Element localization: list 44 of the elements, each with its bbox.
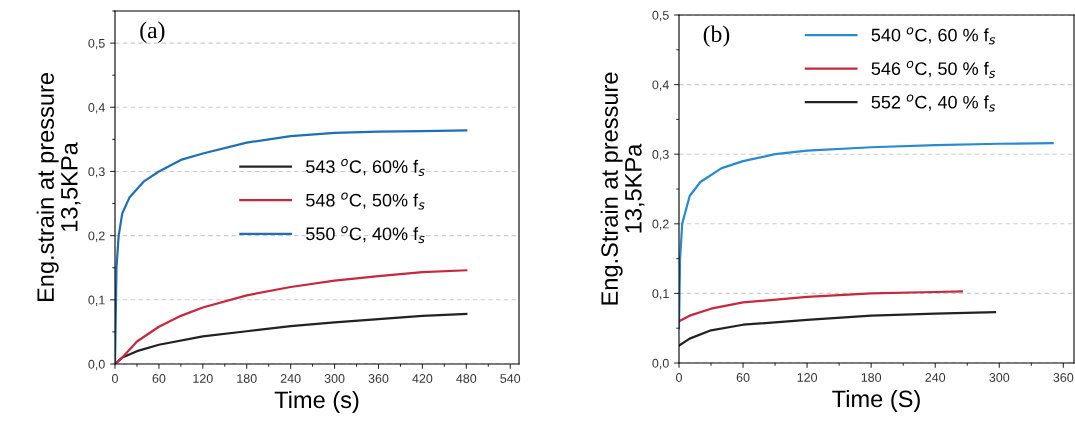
- y-tick-label: 0,1: [652, 289, 669, 300]
- y-tick-label: 0,3: [652, 150, 669, 161]
- y-tick-label: 0,5: [88, 38, 105, 50]
- x-tick-label: 360: [1053, 373, 1074, 382]
- x-tick-label: 420: [412, 374, 433, 383]
- x-tick-label: 0: [676, 373, 682, 382]
- x-tick-label: 120: [797, 373, 818, 382]
- y-tick-label: 0,4: [652, 80, 669, 91]
- y-tick-label: 0,4: [88, 103, 105, 114]
- x-tick-label: 120: [193, 374, 213, 383]
- x-axis-title: Time (S): [832, 389, 920, 412]
- legend-label: 540 $^{o}$C, 60 % f$_{s}$: [871, 27, 996, 45]
- y-tick-label: 0,2: [652, 219, 669, 230]
- y-tick-label: 0,0: [88, 359, 105, 371]
- x-tick-label: 480: [456, 374, 477, 383]
- x-tick-label: 180: [237, 374, 257, 383]
- legend-label: 552 $^{o}$C, 40 % f$_{s}$: [871, 94, 996, 112]
- legend-label: 546 $^{o}$C, 50 % f$_{s}$: [871, 60, 996, 78]
- legend-label: 543 $^{o}$C, 60% f$_{s}$: [306, 158, 425, 177]
- legend-label: 550 $^{o}$C, 40% f$_{s}$: [306, 226, 425, 244]
- y-tick-label: 0,5: [652, 10, 669, 22]
- x-tick-label: 540: [500, 374, 521, 383]
- y-tick-label: 0,1: [88, 295, 105, 306]
- x-tick-label: 300: [989, 373, 1010, 382]
- line-series: [679, 311, 997, 347]
- x-tick-label: 60: [152, 374, 166, 383]
- x-tick-label: 240: [280, 374, 301, 383]
- line-series: [115, 269, 468, 364]
- y-tick-label: 0,2: [88, 231, 105, 242]
- y-tick-label: 0,0: [652, 358, 669, 370]
- line-series: [679, 290, 964, 323]
- y-axis-title: Eng.Strain at pressure 13,5KPa: [600, 72, 645, 305]
- annotation: (a): [140, 21, 165, 43]
- y-tick-label: 0,3: [88, 167, 105, 178]
- x-tick-label: 300: [324, 374, 345, 383]
- legend-label: 548 $^{o}$C, 50% f$_{s}$: [306, 192, 425, 210]
- annotation: (b): [703, 25, 730, 47]
- y-axis-title: Eng.strain at pressure 13,5KPa: [36, 73, 81, 302]
- x-tick-label: 0: [112, 374, 118, 383]
- x-tick-label: 60: [736, 373, 750, 382]
- x-tick-label: 180: [861, 373, 882, 382]
- x-axis-title: Time (s): [274, 390, 359, 413]
- x-tick-label: 240: [925, 373, 946, 382]
- x-tick-label: 360: [368, 374, 389, 383]
